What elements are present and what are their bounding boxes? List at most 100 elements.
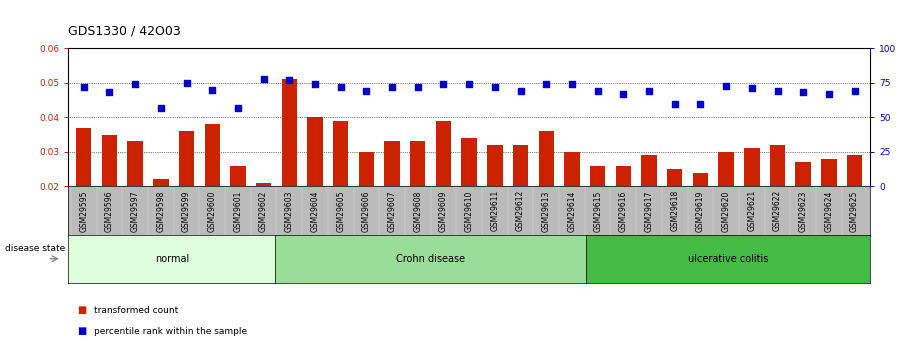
Text: GSM29622: GSM29622	[773, 190, 782, 231]
Bar	[204, 124, 220, 255]
Bar	[538, 131, 554, 255]
Text: transformed count: transformed count	[94, 306, 178, 315]
Bar	[616, 166, 631, 255]
Point	[744, 86, 759, 91]
Bar	[513, 145, 528, 255]
Point	[641, 88, 656, 94]
Text: GSM29623: GSM29623	[799, 190, 808, 231]
Point	[154, 105, 169, 110]
Bar	[641, 155, 657, 255]
Text: GSM29605: GSM29605	[336, 190, 345, 231]
Bar	[76, 128, 91, 255]
Text: GSM29620: GSM29620	[722, 190, 731, 231]
Point	[333, 84, 348, 90]
Point	[796, 90, 811, 95]
Text: GSM29602: GSM29602	[259, 190, 268, 231]
Point	[102, 90, 117, 95]
Bar	[384, 141, 400, 255]
Bar	[847, 155, 863, 255]
Bar	[462, 138, 476, 255]
Text: GSM29604: GSM29604	[311, 190, 320, 231]
Text: GSM29597: GSM29597	[130, 190, 139, 231]
Point	[590, 88, 605, 94]
Text: GSM29606: GSM29606	[362, 190, 371, 231]
Text: GSM29621: GSM29621	[747, 190, 756, 231]
Text: GSM29617: GSM29617	[644, 190, 653, 231]
Point	[462, 81, 476, 87]
Bar	[487, 145, 503, 255]
Point	[77, 84, 91, 90]
Text: GSM29625: GSM29625	[850, 190, 859, 231]
Bar	[153, 179, 169, 255]
Bar	[795, 162, 811, 255]
Bar	[359, 152, 374, 255]
Text: GSM29600: GSM29600	[208, 190, 217, 231]
Text: GSM29615: GSM29615	[593, 190, 602, 231]
Text: GSM29616: GSM29616	[619, 190, 628, 231]
Point	[616, 91, 630, 97]
Point	[668, 101, 682, 106]
Text: ulcerative colitis: ulcerative colitis	[688, 254, 768, 264]
Text: GSM29601: GSM29601	[233, 190, 242, 231]
Text: ■: ■	[77, 326, 87, 336]
Point	[770, 88, 784, 94]
Point	[487, 84, 502, 90]
Text: GSM29609: GSM29609	[439, 190, 448, 231]
Text: GSM29607: GSM29607	[387, 190, 396, 231]
Point	[128, 81, 142, 87]
Text: GSM29596: GSM29596	[105, 190, 114, 231]
Text: GSM29618: GSM29618	[670, 190, 680, 231]
Point	[308, 81, 322, 87]
Bar	[410, 141, 425, 255]
Point	[179, 80, 194, 86]
Point	[384, 84, 399, 90]
Text: GSM29599: GSM29599	[182, 190, 191, 231]
Text: percentile rank within the sample: percentile rank within the sample	[94, 327, 247, 336]
Text: GSM29610: GSM29610	[465, 190, 474, 231]
Point	[282, 77, 297, 83]
Text: disease state: disease state	[5, 244, 65, 253]
Text: GSM29612: GSM29612	[516, 190, 525, 231]
Bar	[564, 152, 579, 255]
Bar	[281, 79, 297, 255]
Bar	[744, 148, 760, 255]
Text: GSM29603: GSM29603	[285, 190, 294, 231]
Point	[693, 101, 708, 106]
Text: normal: normal	[155, 254, 189, 264]
Bar	[179, 131, 194, 255]
Bar	[435, 121, 451, 255]
Text: GSM29624: GSM29624	[824, 190, 834, 231]
Point	[256, 76, 271, 81]
Point	[513, 88, 527, 94]
Bar	[821, 159, 836, 255]
Bar	[230, 166, 246, 255]
Point	[847, 88, 862, 94]
Point	[230, 105, 245, 110]
Text: GSM29611: GSM29611	[490, 190, 499, 231]
Bar	[770, 145, 785, 255]
Text: GSM29608: GSM29608	[414, 190, 423, 231]
Point	[539, 81, 554, 87]
Point	[822, 91, 836, 97]
Bar	[333, 121, 348, 255]
Bar	[307, 117, 322, 255]
Text: GDS1330 / 42O03: GDS1330 / 42O03	[68, 25, 181, 38]
Point	[719, 83, 733, 88]
Bar	[692, 172, 708, 255]
Bar	[667, 169, 682, 255]
Text: GSM29614: GSM29614	[568, 190, 577, 231]
Bar	[102, 135, 118, 255]
Bar	[719, 152, 734, 255]
Point	[436, 81, 451, 87]
Text: GSM29613: GSM29613	[542, 190, 551, 231]
Text: GSM29619: GSM29619	[696, 190, 705, 231]
Point	[205, 87, 220, 92]
Point	[411, 84, 425, 90]
Text: GSM29595: GSM29595	[79, 190, 88, 231]
Bar	[256, 183, 271, 255]
Text: Crohn disease: Crohn disease	[395, 254, 465, 264]
Point	[359, 88, 374, 94]
Bar	[590, 166, 605, 255]
Text: GSM29598: GSM29598	[157, 190, 165, 231]
Text: ■: ■	[77, 306, 87, 315]
